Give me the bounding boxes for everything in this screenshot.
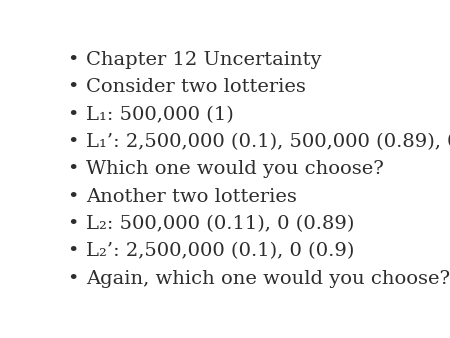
Text: Another two lotteries: Another two lotteries <box>86 188 297 206</box>
Text: •: • <box>67 78 78 96</box>
Text: •: • <box>67 215 78 233</box>
Text: •: • <box>67 242 78 260</box>
Text: L₂: 500,000 (0.11), 0 (0.89): L₂: 500,000 (0.11), 0 (0.89) <box>86 215 354 233</box>
Text: L₁: 500,000 (1): L₁: 500,000 (1) <box>86 106 234 124</box>
Text: •: • <box>67 161 78 178</box>
Text: Consider two lotteries: Consider two lotteries <box>86 78 306 96</box>
Text: •: • <box>67 188 78 206</box>
Text: L₁’: 2,500,000 (0.1), 500,000 (0.89), 0 (0.01): L₁’: 2,500,000 (0.1), 500,000 (0.89), 0 … <box>86 133 450 151</box>
Text: Which one would you choose?: Which one would you choose? <box>86 161 384 178</box>
Text: Again, which one would you choose?: Again, which one would you choose? <box>86 270 450 288</box>
Text: Chapter 12 Uncertainty: Chapter 12 Uncertainty <box>86 51 321 69</box>
Text: •: • <box>67 133 78 151</box>
Text: •: • <box>67 51 78 69</box>
Text: •: • <box>67 106 78 124</box>
Text: •: • <box>67 270 78 288</box>
Text: L₂’: 2,500,000 (0.1), 0 (0.9): L₂’: 2,500,000 (0.1), 0 (0.9) <box>86 242 354 260</box>
